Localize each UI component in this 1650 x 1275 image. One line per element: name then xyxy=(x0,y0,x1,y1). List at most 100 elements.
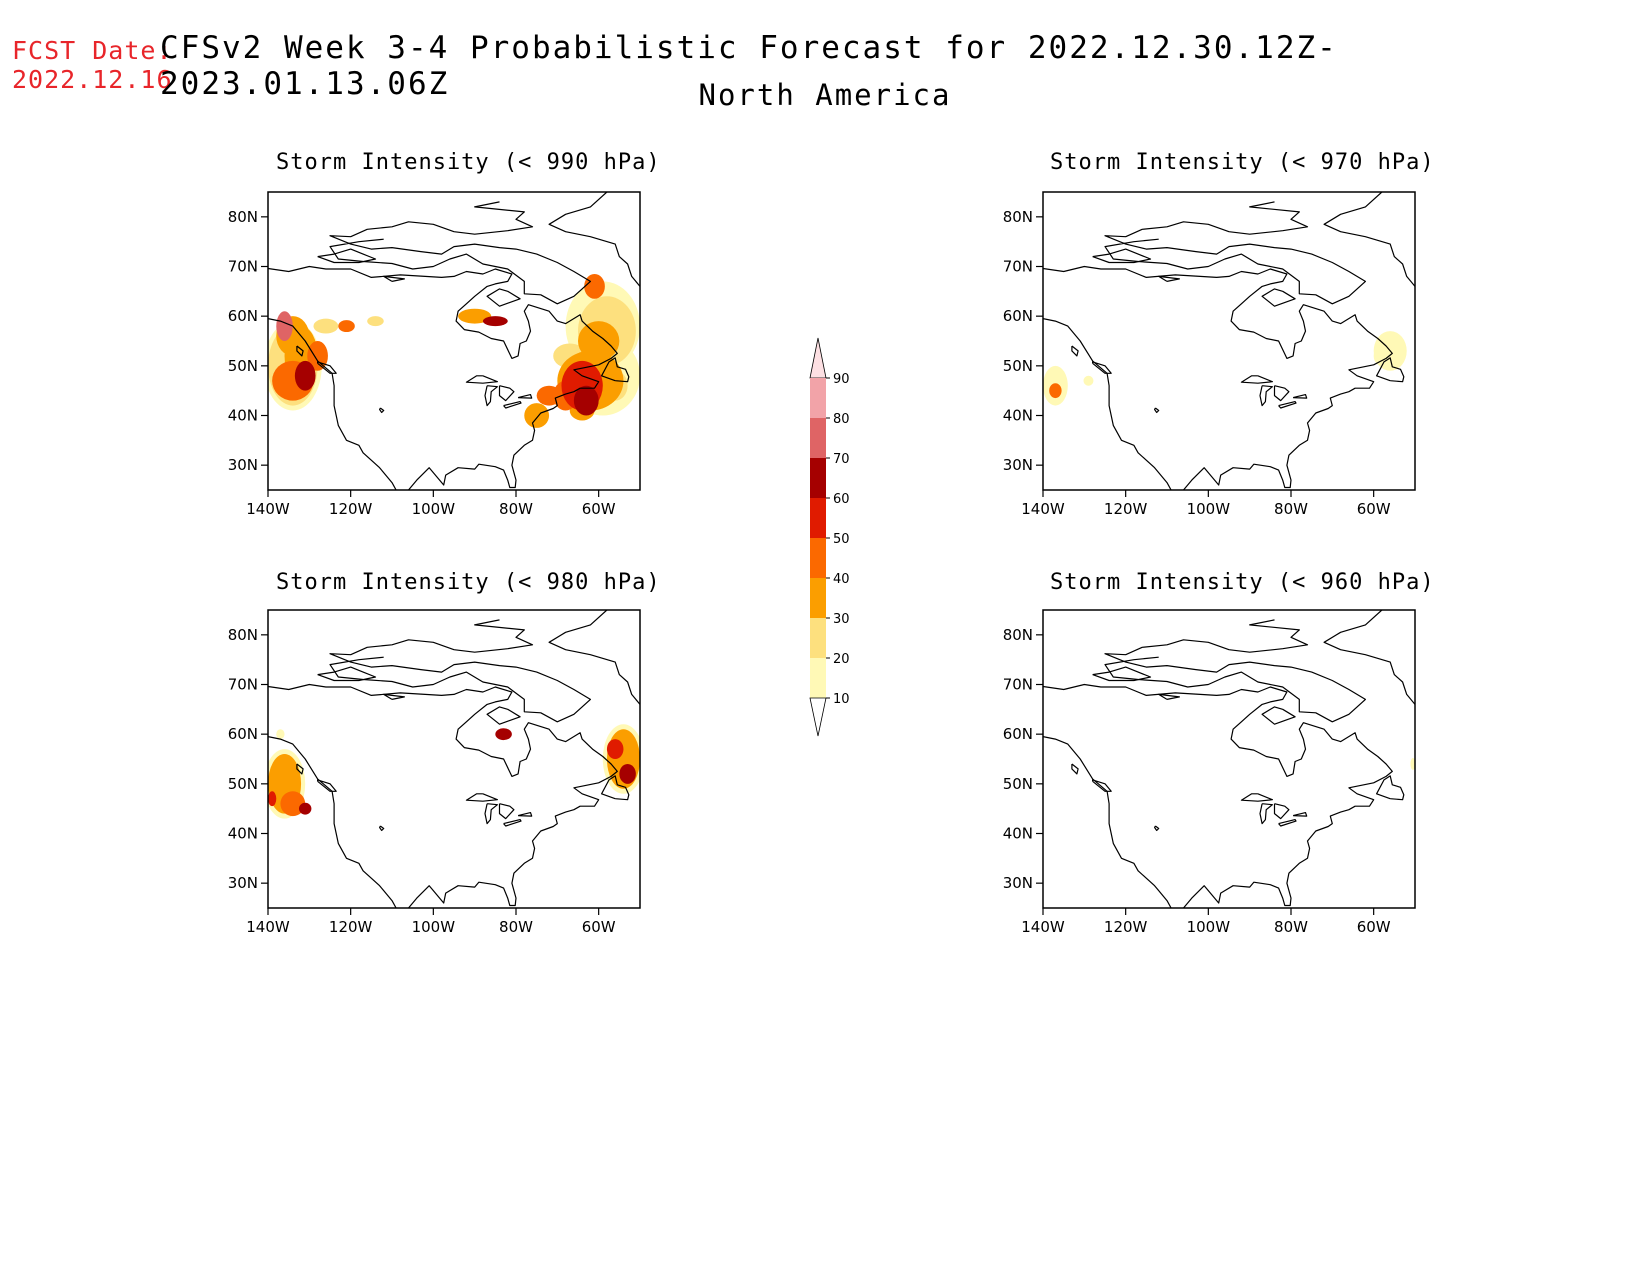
coastline xyxy=(517,812,533,817)
coastline xyxy=(379,825,385,832)
coastline xyxy=(1071,763,1079,775)
lon-tick-label: 80W xyxy=(499,500,533,518)
colorbar-segment xyxy=(810,618,826,658)
coastline xyxy=(503,819,522,827)
coastline xyxy=(1292,394,1308,399)
lat-tick-label: 70N xyxy=(228,676,258,694)
forecast-date-label: FCST Date: xyxy=(12,36,173,65)
lon-tick-label: 60W xyxy=(582,500,616,518)
lon-tick-label: 60W xyxy=(1357,500,1391,518)
coastlines xyxy=(1043,610,1415,908)
panel-title-990: Storm Intensity (< 990 hPa) xyxy=(276,150,661,175)
probability-area xyxy=(619,763,636,784)
forecast-date-block: FCST Date: 2022.12.16 xyxy=(12,36,173,94)
probability-shading xyxy=(268,724,640,819)
coastline xyxy=(1323,610,1415,705)
coastline xyxy=(268,318,397,490)
probability-area xyxy=(268,791,277,807)
coastline xyxy=(329,619,591,723)
panel-title-960: Storm Intensity (< 960 hPa) xyxy=(1050,570,1435,595)
coastline xyxy=(503,401,522,409)
probability-area xyxy=(1049,383,1062,399)
coastline xyxy=(601,357,630,383)
coastline xyxy=(1091,779,1112,792)
coastline xyxy=(1259,385,1273,407)
coastline xyxy=(1273,385,1290,402)
colorbar-segment xyxy=(810,378,826,418)
colorbar-label: 40 xyxy=(833,572,850,587)
panel-title-970: Storm Intensity (< 970 hPa) xyxy=(1050,150,1435,175)
coastline xyxy=(1376,357,1405,383)
coastline xyxy=(484,803,498,825)
lat-tick-label: 70N xyxy=(1003,676,1033,694)
map-panel-970: 140W 120W 100W 80W 60W 80N 70N 60N 50N 40N 30N xyxy=(1003,191,1416,518)
coastline xyxy=(498,803,515,820)
lat-tick-label: 80N xyxy=(228,626,258,644)
lon-tick-label: 120W xyxy=(1104,918,1148,936)
lon-tick-label: 60W xyxy=(1357,918,1391,936)
map-frame xyxy=(1042,609,1416,909)
lat-tick-label: 60N xyxy=(1003,725,1033,743)
coastline xyxy=(1278,819,1297,827)
coastline xyxy=(1261,706,1296,725)
coastline xyxy=(329,201,591,305)
coastline xyxy=(486,288,521,307)
panel-title-980: Storm Intensity (< 980 hPa) xyxy=(276,570,661,595)
lat-tick-label: 80N xyxy=(228,208,258,226)
lat-tick-label: 50N xyxy=(1003,357,1033,375)
lon-tick-label: 100W xyxy=(412,918,456,936)
colorbar-segment xyxy=(810,578,826,618)
lon-tick-label: 80W xyxy=(1274,500,1308,518)
lat-tick-label: 50N xyxy=(228,357,258,375)
lon-tick-label: 80W xyxy=(499,918,533,936)
probability-area xyxy=(299,802,312,815)
lon-tick-label: 100W xyxy=(1187,500,1231,518)
coastline xyxy=(548,610,640,705)
probability-shading xyxy=(268,273,640,428)
coastline xyxy=(465,375,498,384)
probability-area xyxy=(536,385,562,406)
probability-area xyxy=(482,316,508,327)
coastline xyxy=(1376,775,1405,801)
coastline xyxy=(1240,793,1273,802)
probability-area xyxy=(584,273,605,299)
colorbar-label: 70 xyxy=(833,452,850,467)
colorbar-label: 10 xyxy=(833,692,850,707)
probability-area xyxy=(294,360,316,391)
probability-area xyxy=(606,739,624,759)
coastlines xyxy=(1043,192,1415,490)
colorbar-top-arrow xyxy=(809,337,827,379)
colorbar-segment xyxy=(810,658,826,698)
coastline xyxy=(1273,803,1290,820)
lat-tick-label: 70N xyxy=(1003,258,1033,276)
coastline xyxy=(1154,825,1160,832)
lon-tick-label: 140W xyxy=(246,918,290,936)
coastlines xyxy=(268,610,640,908)
lon-tick-label: 100W xyxy=(1187,918,1231,936)
coastline xyxy=(1091,361,1112,374)
lat-tick-label: 50N xyxy=(1003,775,1033,793)
lat-tick-label: 30N xyxy=(228,456,258,474)
probability-area xyxy=(578,321,620,361)
colorbar-segment xyxy=(810,458,826,498)
colorbar-segment xyxy=(810,498,826,538)
colorbar-label: 90 xyxy=(833,372,850,387)
coastline xyxy=(268,683,618,908)
coastline xyxy=(1261,288,1296,307)
coastline xyxy=(1043,736,1172,908)
colorbar-bottom-arrow xyxy=(809,697,827,737)
region-subtitle: North America xyxy=(0,78,1650,112)
coastline xyxy=(379,407,385,414)
map-frame xyxy=(267,609,641,909)
probability-area xyxy=(573,385,599,416)
coastline xyxy=(484,385,498,407)
probability-area xyxy=(338,320,355,333)
map-frame xyxy=(1042,191,1416,491)
lat-tick-label: 40N xyxy=(228,825,258,843)
probability-area xyxy=(276,729,285,740)
coastline xyxy=(1104,619,1366,723)
colorbar-label: 30 xyxy=(833,612,850,627)
probability-area xyxy=(1410,758,1415,770)
colorbar-segment xyxy=(810,418,826,458)
map-frame xyxy=(267,191,641,491)
